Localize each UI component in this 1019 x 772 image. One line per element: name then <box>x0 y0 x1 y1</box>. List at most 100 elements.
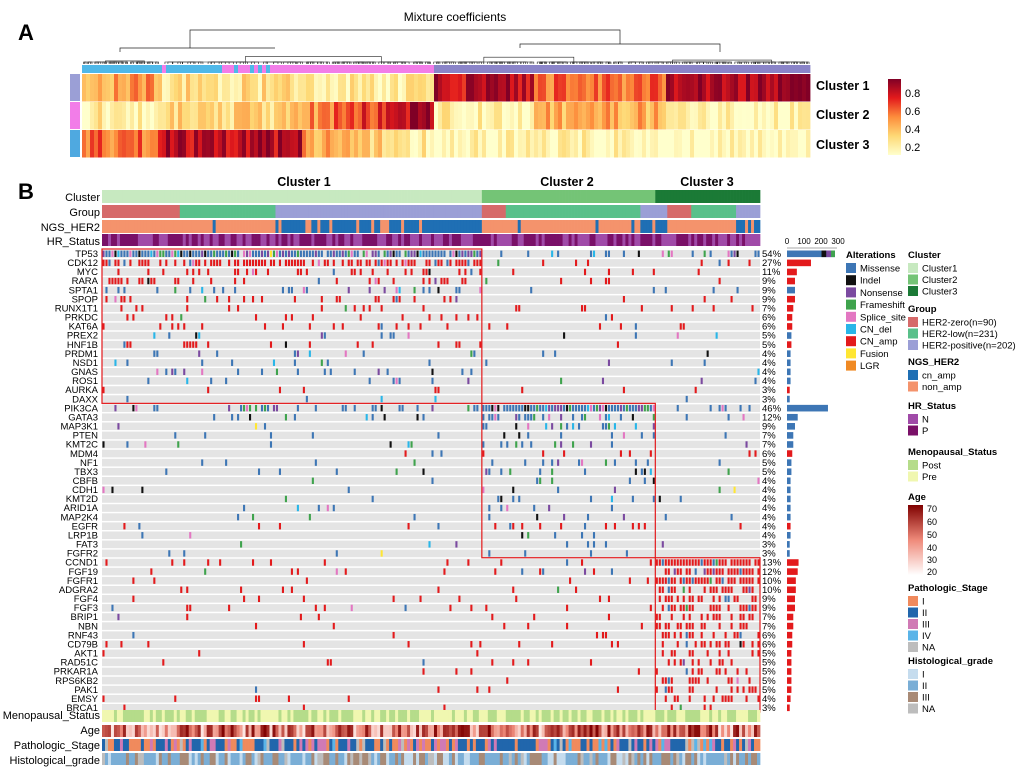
cluster-track-cell <box>433 190 438 203</box>
legend-swatch <box>908 642 918 652</box>
legend-swatch <box>908 414 918 424</box>
alteration-mark <box>257 523 261 530</box>
percent-label: 54% <box>762 249 782 260</box>
alteration-mark <box>284 250 287 257</box>
dendrogram-branch <box>147 61 153 64</box>
legend-swatch <box>846 311 856 322</box>
menopausal-track-cell <box>445 710 450 722</box>
stage-track-cell <box>682 739 686 751</box>
menopausal-track-cell <box>547 710 551 722</box>
alteration-mark <box>437 259 440 267</box>
alteration-mark <box>201 359 204 366</box>
sample-strip-cell <box>134 65 139 73</box>
age-track-cell <box>703 725 707 737</box>
menopausal-track-cell <box>604 710 608 722</box>
heatmap-cell <box>686 130 691 158</box>
menopausal-track-cell <box>607 710 611 722</box>
gene-count-bar <box>787 559 799 566</box>
dendrogram-branch <box>618 61 623 64</box>
heatmap-cell <box>502 130 507 158</box>
legend-swatch <box>846 263 856 273</box>
alteration-mark <box>640 468 643 475</box>
stage-track-cell <box>736 739 740 751</box>
cluster-track-cell <box>212 190 217 203</box>
alteration-mark <box>598 404 602 412</box>
heatmap-cell <box>642 130 647 158</box>
stage-track-cell <box>131 739 136 751</box>
stage-track-cell <box>365 739 369 751</box>
cluster-track-cell <box>188 190 193 203</box>
alteration-mark <box>437 432 440 439</box>
heatmap-cell <box>698 102 703 130</box>
ngs-her2-track-cell <box>302 220 306 233</box>
heatmap-cell <box>574 74 579 102</box>
dendrogram-branch <box>686 61 705 64</box>
gene-row-bg <box>102 259 760 267</box>
alteration-mark <box>246 404 249 412</box>
sample-strip-cell <box>466 65 471 73</box>
group-track-cell <box>314 205 318 218</box>
alteration-mark <box>658 622 661 630</box>
alteration-mark <box>730 250 733 257</box>
alteration-mark <box>500 495 503 503</box>
group-track-cell <box>398 205 402 218</box>
cluster-track-cell <box>499 190 504 203</box>
group-track-cell <box>715 205 719 218</box>
heatmap-cell <box>310 74 315 102</box>
gene-count-bar-segment <box>831 250 835 258</box>
age-track-cell <box>652 725 656 737</box>
heatmap-cell <box>454 130 459 158</box>
stage-track-cell <box>727 739 731 751</box>
heatmap-cell <box>82 102 87 130</box>
stage-track-cell <box>119 739 124 751</box>
heatmap-cell <box>590 130 595 158</box>
menopausal-track-cell <box>676 710 680 722</box>
alteration-mark <box>344 404 347 412</box>
cluster-track-cell <box>329 190 333 203</box>
grade-track-cell <box>365 753 369 765</box>
heatmap-cell <box>674 102 679 130</box>
age-track-cell <box>445 725 450 737</box>
alteration-mark <box>135 404 138 412</box>
age-track-cell <box>212 725 217 737</box>
age-track-cell <box>131 725 136 737</box>
heatmap-cell <box>566 102 571 130</box>
heatmap-cell <box>394 130 399 158</box>
alteration-mark <box>234 268 237 276</box>
alteration-mark <box>670 704 673 711</box>
alteration-mark <box>569 404 572 412</box>
group-track-cell <box>146 205 151 218</box>
alteration-mark <box>757 477 760 484</box>
heatmap-cell <box>634 102 639 130</box>
hr-status-track-cell <box>550 234 554 246</box>
cluster-track-cell <box>164 190 169 203</box>
group-track-cell <box>577 205 581 218</box>
heatmap-cell <box>550 74 555 102</box>
heatmap-cell <box>626 130 631 158</box>
alteration-mark <box>646 404 649 412</box>
cluster-track-cell <box>323 190 327 203</box>
alteration-mark <box>604 423 608 430</box>
group-track-cell <box>730 205 734 218</box>
dendrogram-branch <box>791 61 797 64</box>
ngs-her2-track-cell <box>514 220 519 233</box>
hr-status-track-cell <box>293 234 297 246</box>
age-track-cell <box>646 725 650 737</box>
alteration-mark <box>368 259 371 267</box>
alteration-mark <box>243 404 246 412</box>
alteration-mark <box>377 259 380 267</box>
sample-strip-cell <box>706 65 711 73</box>
ngs-her2-track-cell <box>523 220 528 233</box>
grade-track-cell <box>296 753 300 765</box>
gene-row-bg <box>102 358 760 367</box>
alteration-mark <box>320 296 323 303</box>
stage-track-cell <box>742 739 746 751</box>
hr-status-track-cell <box>239 234 243 246</box>
group-track-cell <box>365 205 369 218</box>
sample-strip-cell <box>534 65 539 73</box>
ngs-her2-track-cell <box>317 220 321 233</box>
sample-strip-cell <box>630 65 635 73</box>
ngs-her2-track-cell <box>715 220 719 233</box>
hr-status-track-cell <box>374 234 378 246</box>
alteration-mark <box>539 477 542 484</box>
